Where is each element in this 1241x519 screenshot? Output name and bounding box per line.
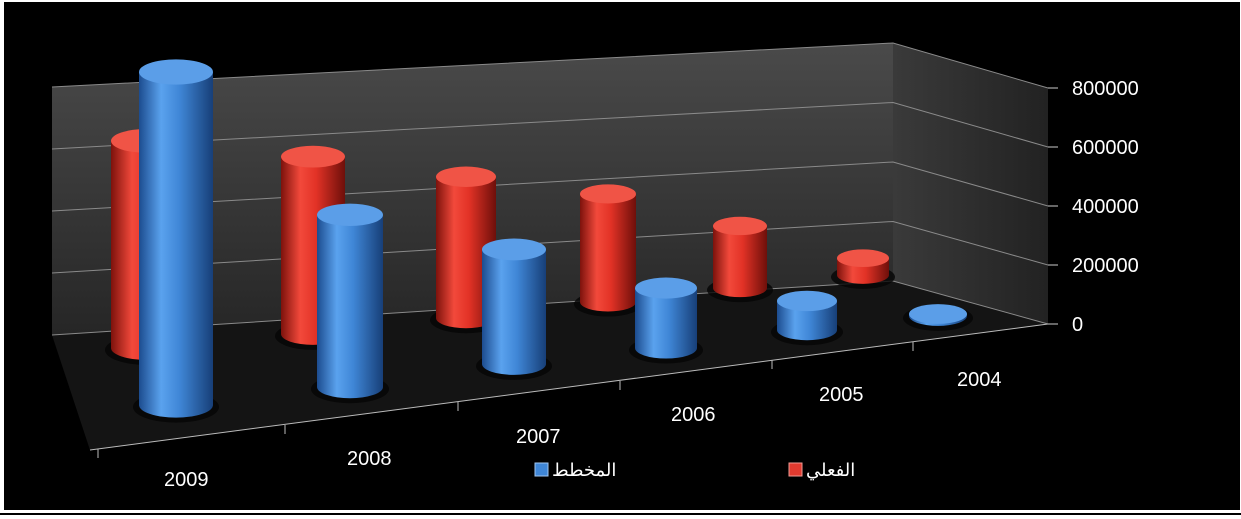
cylinder-top — [635, 277, 697, 299]
bar-planned-2005 — [771, 290, 843, 346]
gridline — [51, 101, 1049, 150]
legend-swatch-planned — [534, 462, 549, 477]
legend-swatch-actual — [788, 462, 803, 477]
bar-planned-2006 — [629, 277, 703, 364]
x-tick-label: 2007 — [516, 426, 561, 448]
cylinder-top — [436, 166, 496, 187]
cylinder-top — [281, 145, 345, 168]
x-tick-label: 2009 — [164, 469, 209, 491]
x-tick-label: 2006 — [671, 404, 716, 426]
cylinder-top — [909, 304, 967, 324]
cylinder-body — [317, 214, 383, 399]
x-axis: 2009 2008 2007 2006 2005 2004 — [89, 323, 1049, 491]
cylinder-body — [139, 72, 213, 418]
legend-label-actual: الفعلي — [806, 460, 855, 481]
cylinder-body — [635, 288, 697, 359]
bottom-border — [0, 513, 1241, 515]
cylinder-body — [436, 176, 496, 329]
cylinder-top — [837, 249, 889, 268]
cylinder-body — [482, 249, 546, 375]
bar-planned-2007 — [476, 238, 552, 380]
bar-planned-2008 — [311, 203, 389, 404]
y-axis-ticks: 800000 600000 400000 200000 0 — [1048, 78, 1139, 336]
y-tick-label: 0 — [1072, 314, 1083, 336]
x-tick-label: 2005 — [819, 384, 864, 406]
bar-actual-2004 — [831, 249, 895, 289]
cylinder-top — [482, 238, 546, 261]
bar-planned-2004 — [903, 304, 973, 331]
legend-label-planned: المخطط — [552, 460, 616, 481]
cylinder-body — [580, 193, 636, 312]
x-tick-label: 2004 — [957, 369, 1002, 391]
data-cylinders — [105, 59, 973, 423]
cylinder-top — [580, 184, 636, 204]
cylinder-body — [713, 225, 767, 298]
gridline — [51, 42, 1049, 89]
x-axis-line — [89, 323, 1049, 451]
bar-actual-2006 — [574, 184, 642, 317]
cylinder-top — [713, 216, 767, 236]
y-tick-label: 200000 — [1072, 255, 1139, 277]
legend: المخطط الفعلي — [534, 460, 855, 481]
cylinder-body — [777, 300, 837, 341]
x-tick-label: 2008 — [347, 448, 392, 470]
y-tick-label: 800000 — [1072, 78, 1139, 100]
cylinder-top — [317, 203, 383, 227]
cylinder-top — [777, 290, 837, 312]
bar-actual-2007 — [430, 166, 502, 334]
y-tick-label: 600000 — [1072, 137, 1139, 159]
bar-planned-2009 — [133, 59, 219, 423]
bar-actual-2005 — [707, 216, 773, 303]
y-tick-label: 400000 — [1072, 196, 1139, 218]
cylinder-top — [139, 59, 213, 85]
